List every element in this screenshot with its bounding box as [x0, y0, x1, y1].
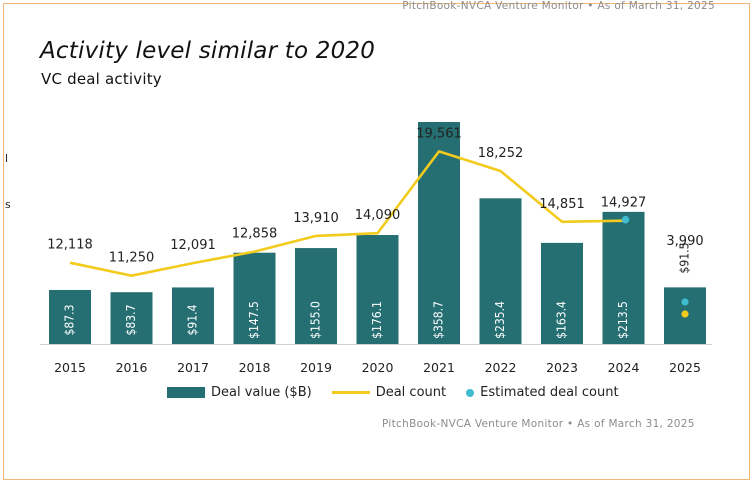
bar-2022 [479, 198, 522, 344]
bar-value-label-2017: $91.4 [186, 304, 200, 335]
bar-value-label-2018: $147.5 [247, 301, 261, 339]
bar-2016 [110, 292, 153, 344]
bar-value-label-2015: $87.3 [63, 305, 77, 336]
bar-value-label-2023: $163.4 [555, 301, 569, 339]
x-tick-label-2021: 2021 [423, 360, 455, 375]
x-tick-label-2017: 2017 [177, 360, 209, 375]
legend-swatch-bar [167, 387, 205, 398]
bar-2018 [233, 252, 276, 344]
bar-2019 [295, 248, 337, 344]
bar-2024 [602, 211, 645, 344]
x-tick-label-2015: 2015 [54, 360, 86, 375]
legend: Deal value ($B) Deal count Estimated dea… [167, 385, 639, 400]
chart-subtitle: VC deal activity [41, 70, 162, 88]
bar-value-label-2019: $155.0 [309, 301, 323, 339]
bar-2017 [172, 287, 214, 344]
bar-2021 [418, 122, 460, 344]
deal-count-label-2015: 12,118 [47, 238, 93, 253]
deal-count-label-2022: 18,252 [478, 146, 524, 161]
edge-mark-1: l [5, 152, 9, 165]
source-note-top: PitchBook-NVCA Venture Monitor • As of M… [402, 0, 715, 12]
chart-title: Activity level similar to 2020 [40, 38, 376, 64]
deal-count-label-2024: 14,927 [601, 196, 647, 211]
bar-2023 [541, 242, 583, 344]
bar-value-label-2024: $213.5 [616, 301, 630, 339]
legend-swatch-dot [466, 388, 475, 397]
legend-label-estimated: Estimated deal count [480, 385, 619, 400]
bar-value-label-2022: $235.4 [493, 301, 507, 339]
deal-count-label-2019: 13,910 [293, 211, 339, 226]
bar-value-label-2020: $176.1 [370, 301, 384, 339]
legend-label-deal-value: Deal value ($B) [211, 385, 312, 400]
x-tick-label-2018: 2018 [239, 360, 271, 375]
legend-item-estimated: Estimated deal count [466, 385, 619, 400]
source-note-bottom: PitchBook-NVCA Venture Monitor • As of M… [382, 418, 695, 430]
deal-count-line [69, 150, 624, 278]
deal-count-label-2016: 11,250 [109, 251, 155, 266]
deal-count-label-2025: 3,990 [666, 234, 703, 249]
bar-value-label-2016: $83.7 [124, 305, 138, 336]
bar-2020 [356, 235, 399, 344]
deal-count-label-2017: 12,091 [170, 238, 216, 253]
legend-item-deal-value: Deal value ($B) [167, 385, 312, 400]
legend-item-deal-count: Deal count [331, 385, 447, 400]
legend-label-deal-count: Deal count [375, 385, 447, 400]
bar-value-label-2021: $358.7 [432, 301, 446, 339]
deal-count-label-2023: 14,851 [539, 197, 585, 212]
x-tick-label-2023: 2023 [546, 360, 578, 375]
estimated-marker-2024 [621, 215, 630, 224]
edge-mark-2: s [5, 198, 11, 211]
x-tick-label-2025: 2025 [669, 360, 701, 375]
deal-count-label-2021: 19,561 [416, 126, 462, 141]
estimated-marker-2025 [681, 298, 689, 306]
deal-count-marker-2025 [681, 310, 689, 318]
bar-value-label-2025: $91.5 [678, 243, 692, 274]
legend-swatch-line [331, 391, 370, 394]
x-tick-label-2024: 2024 [608, 360, 640, 375]
x-tick-label-2016: 2016 [116, 360, 148, 375]
deal-count-label-2018: 12,858 [232, 227, 278, 242]
deal-count-label-2020: 14,090 [355, 208, 401, 223]
x-tick-label-2019: 2019 [300, 360, 332, 375]
x-tick-label-2022: 2022 [485, 360, 517, 375]
x-tick-label-2020: 2020 [362, 360, 394, 375]
bar-2015 [49, 289, 91, 344]
chart-frame [3, 3, 750, 480]
